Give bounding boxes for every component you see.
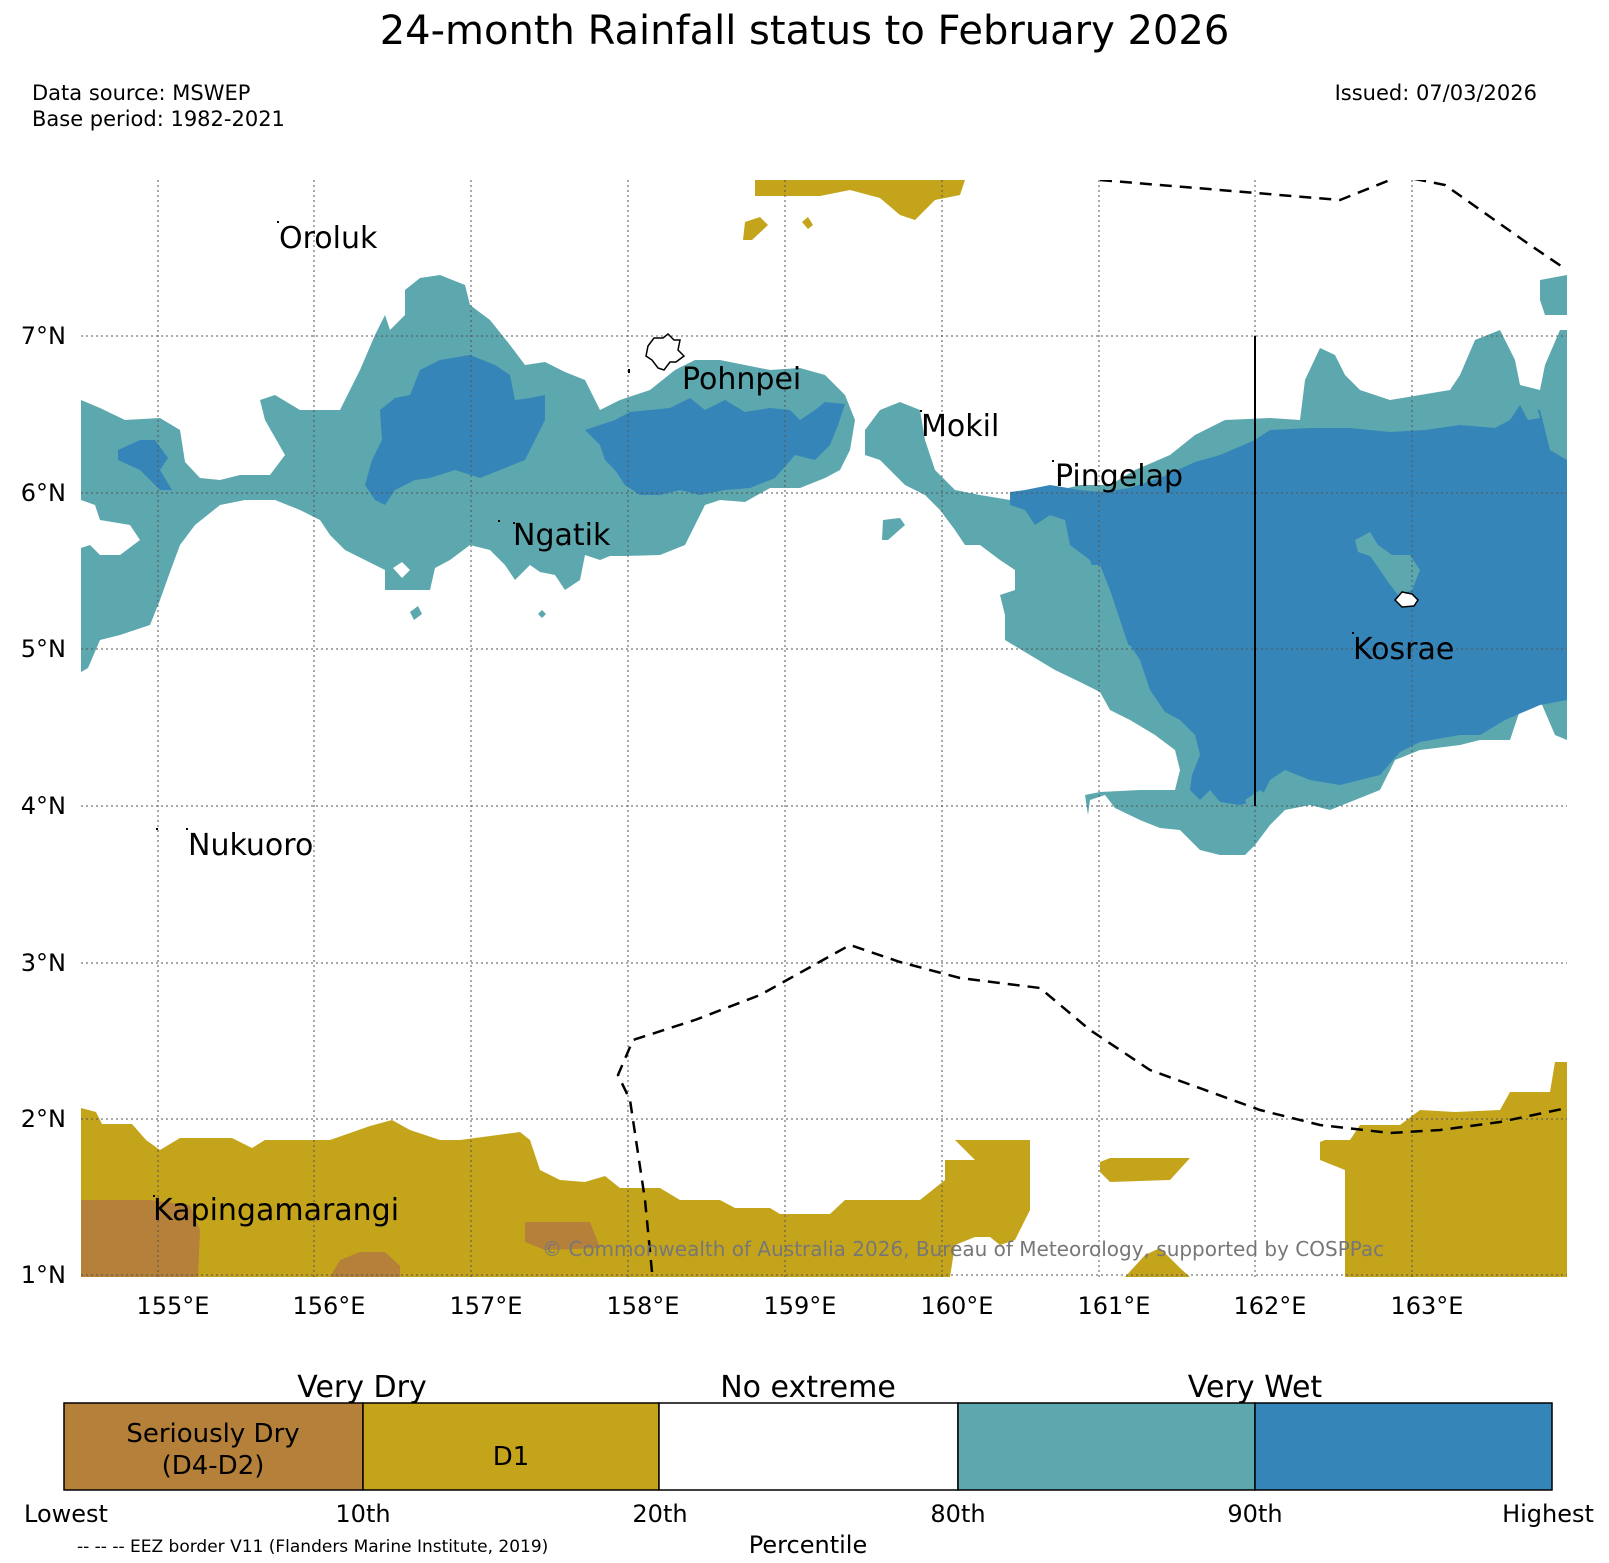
legend-group-no-extreme: No extreme xyxy=(720,1370,896,1405)
legend-group-very-dry: Very Dry xyxy=(297,1370,426,1405)
legend-tick: 10th xyxy=(335,1500,390,1528)
lon-label: 161°E xyxy=(1078,1292,1151,1320)
lon-label: 157°E xyxy=(450,1292,523,1320)
seriously-dry-patch-1 xyxy=(81,1200,200,1277)
teal-hole-kosrae xyxy=(1355,532,1420,595)
data-source: Data source: MSWEP xyxy=(32,81,251,105)
kosrae-island-outline xyxy=(1393,591,1419,608)
map-plot-area xyxy=(81,180,1567,1277)
issued-date: Issued: 07/03/2026 xyxy=(1334,81,1537,105)
dry-patch-161e xyxy=(1100,1158,1190,1182)
highest-region-pohnpei-west xyxy=(365,355,545,505)
eez-border-note: -- -- -- EEZ border V11 (Flanders Marine… xyxy=(77,1537,548,1557)
lon-label: 156°E xyxy=(293,1292,366,1320)
no-extreme-hole-small xyxy=(393,562,410,578)
lon-label: 163°E xyxy=(1391,1292,1464,1320)
legend-box-very-wet-80-90 xyxy=(957,1402,1256,1491)
eez-border xyxy=(616,180,1567,1273)
teal-hole-163e-east xyxy=(1520,400,1540,420)
legend: Very Dry No extreme Very Wet Seriously D… xyxy=(24,1370,1594,1559)
legend-box-seriously-dry xyxy=(63,1402,364,1491)
legend-tick: 80th xyxy=(930,1500,985,1528)
no-extreme-hole-west xyxy=(81,500,140,555)
seriously-dry-patch-2 xyxy=(525,1222,600,1250)
dry-patch-161e-south xyxy=(1125,1248,1190,1277)
lon-label: 159°E xyxy=(764,1292,837,1320)
wet-patch-160e xyxy=(882,518,905,540)
legend-group-very-wet: Very Wet xyxy=(1188,1370,1323,1405)
place-label-mokil: Mokil xyxy=(921,409,999,444)
lon-label: 155°E xyxy=(137,1292,210,1320)
legend-tick: 90th xyxy=(1227,1500,1282,1528)
seriously-dry-patch-3 xyxy=(330,1252,400,1277)
highest-region-west xyxy=(118,440,172,490)
lat-label: 3°N xyxy=(21,949,66,977)
lat-label: 7°N xyxy=(21,322,66,350)
legend-seriously-dry-line1: Seriously Dry xyxy=(126,1419,299,1449)
teal-hole-161e xyxy=(1090,565,1130,665)
place-label-nukuoro: Nukuoro xyxy=(188,828,313,863)
wet-patch-small-1 xyxy=(410,606,422,620)
wet-patch-oroluk-east xyxy=(1540,275,1567,315)
place-label-pingelap: Pingelap xyxy=(1055,459,1183,494)
legend-box-no-extreme xyxy=(658,1402,959,1491)
dry-patch-north-dot xyxy=(802,217,813,229)
place-labels: Oroluk Pohnpei Mokil Pingelap Ngatik Kos… xyxy=(153,221,1454,1228)
legend-d1-label: D1 xyxy=(493,1442,530,1472)
lon-label: 162°E xyxy=(1234,1292,1307,1320)
island-dots xyxy=(153,221,1354,1197)
place-label-kapingamarangi: Kapingamarangi xyxy=(153,1193,399,1228)
lat-label: 6°N xyxy=(21,479,66,507)
legend-box-d1 xyxy=(362,1402,660,1491)
highest-region-east xyxy=(1010,405,1567,805)
lon-label: 160°E xyxy=(921,1292,994,1320)
legend-tick: Highest xyxy=(1502,1500,1594,1528)
place-label-pohnpei: Pohnpei xyxy=(682,362,801,397)
pohnpei-island-outline xyxy=(645,332,686,371)
highest-region-pohnpei xyxy=(585,398,845,495)
dry-patch-north-small xyxy=(743,217,768,240)
place-label-ngatik: Ngatik xyxy=(513,518,611,553)
legend-xlabel: Percentile xyxy=(749,1531,867,1559)
wet-patch-small-2 xyxy=(538,610,546,618)
place-label-oroluk: Oroluk xyxy=(279,221,378,256)
map-title: 24-month Rainfall status to February 202… xyxy=(379,8,1230,54)
dry-region-north xyxy=(755,180,965,220)
legend-tick: Lowest xyxy=(24,1500,108,1528)
legend-seriously-dry-line2: (D4-D2) xyxy=(162,1451,265,1481)
base-period: Base period: 1982-2021 xyxy=(32,107,285,131)
copyright-text: © Commonwealth of Australia 2026, Bureau… xyxy=(542,1237,1384,1261)
lat-label: 4°N xyxy=(21,792,66,820)
dry-region-east xyxy=(1320,1062,1567,1277)
lat-axis-labels: 7°N 6°N 5°N 4°N 3°N 2°N 1°N xyxy=(21,322,66,1289)
dry-region-south xyxy=(81,1108,1030,1277)
place-label-kosrae: Kosrae xyxy=(1353,632,1454,667)
lat-label: 2°N xyxy=(21,1105,66,1133)
lon-label: 158°E xyxy=(607,1292,680,1320)
legend-tick: 20th xyxy=(632,1500,687,1528)
lat-label: 5°N xyxy=(21,635,66,663)
lat-label: 1°N xyxy=(21,1261,66,1289)
legend-box-very-wet-90-highest xyxy=(1254,1402,1553,1491)
teal-hole-163e-north xyxy=(1475,360,1492,385)
lon-axis-labels: 155°E 156°E 157°E 158°E 159°E 160°E 161°… xyxy=(137,1292,1464,1320)
